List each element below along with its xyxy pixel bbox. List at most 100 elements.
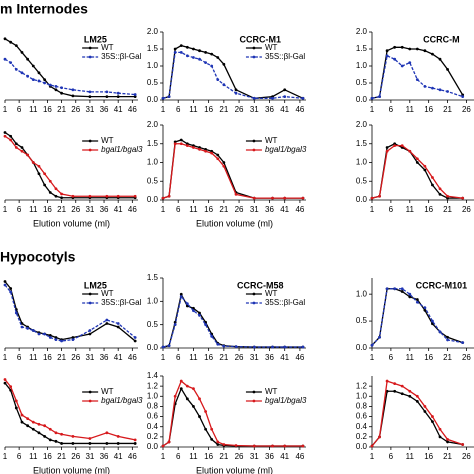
y-tick-label: 0.5	[147, 320, 159, 329]
data-point	[438, 88, 442, 92]
data-point	[415, 399, 419, 403]
legend-marker	[252, 148, 256, 152]
data-point	[167, 95, 171, 98]
data-point	[60, 339, 63, 343]
data-point	[234, 192, 238, 196]
data-point	[234, 88, 238, 92]
data-point	[446, 437, 449, 441]
data-point	[216, 440, 220, 444]
data-point	[204, 323, 207, 327]
series-line	[371, 288, 463, 346]
x-tick-label: 41	[114, 353, 123, 362]
y-tick-label: 0.8	[356, 402, 368, 411]
data-point	[301, 444, 305, 448]
y-tick-label: 1.5	[147, 273, 159, 282]
data-point	[431, 319, 434, 323]
data-point	[26, 74, 30, 78]
data-point	[408, 295, 412, 299]
x-tick-label: 36	[100, 452, 109, 461]
data-point	[60, 91, 63, 95]
data-point	[423, 410, 427, 413]
legend-label: WT	[265, 136, 278, 145]
x-tick-label: 16	[424, 105, 433, 114]
y-tick-label: 1.0	[356, 289, 368, 298]
data-point	[133, 339, 137, 343]
x-tick-label: 31	[250, 353, 259, 362]
x-tick-label: 26	[235, 452, 244, 461]
data-point	[400, 384, 404, 388]
x-tick-label: 21	[443, 205, 452, 214]
x-tick-label: 21	[57, 105, 66, 114]
series-line	[4, 284, 136, 342]
y-tick-label: 0.0	[147, 95, 159, 104]
data-point	[54, 85, 58, 88]
data-point	[26, 153, 30, 157]
data-point	[14, 406, 18, 410]
data-point	[14, 311, 18, 315]
data-point	[20, 413, 24, 417]
panel-title: CCRC-M	[423, 34, 460, 44]
x-tick-label: 16	[43, 205, 52, 214]
data-point	[210, 334, 214, 338]
data-point	[271, 444, 274, 448]
x-tick-label: 1	[370, 205, 375, 214]
data-point	[3, 134, 7, 138]
data-point	[415, 300, 419, 304]
x-tick-label: 11	[406, 205, 415, 214]
data-point	[385, 49, 389, 53]
data-point	[26, 424, 30, 428]
data-point	[222, 161, 226, 164]
section-title: m Internodes	[0, 1, 88, 17]
data-point	[20, 51, 24, 54]
data-point	[192, 47, 195, 51]
data-point	[161, 196, 165, 200]
y-tick-label: 0.0	[356, 95, 368, 104]
data-point	[198, 147, 201, 151]
x-tick-label: 6	[17, 105, 22, 114]
x-tick-label: 21	[443, 105, 452, 114]
data-point	[116, 95, 120, 98]
y-tick-label: 1.2	[147, 381, 159, 390]
x-tick-label: 46	[295, 353, 304, 362]
data-point	[378, 194, 381, 198]
data-point	[385, 379, 389, 383]
x-tick-label: 11	[29, 205, 38, 214]
data-point	[167, 344, 171, 348]
data-point	[385, 287, 389, 291]
legend-label: WT	[101, 387, 114, 396]
x-axis-label: Elution volume (ml)	[196, 218, 273, 228]
data-point	[31, 78, 35, 81]
data-point	[54, 338, 58, 341]
data-point	[54, 336, 58, 339]
data-point	[461, 95, 465, 98]
data-point	[60, 86, 63, 90]
y-tick-label: 0.5	[356, 176, 368, 185]
x-tick-label: 6	[176, 205, 181, 214]
data-point	[222, 83, 226, 87]
y-tick-label: 0.6	[356, 412, 368, 421]
data-point	[216, 78, 220, 81]
x-tick-label: 16	[204, 105, 213, 114]
data-point	[423, 49, 427, 53]
x-tick-label: 36	[100, 205, 109, 214]
x-tick-label: 21	[219, 105, 228, 114]
data-point	[185, 397, 189, 401]
series-line	[4, 135, 136, 197]
data-point	[116, 442, 120, 445]
x-tick-label: 6	[389, 353, 394, 362]
data-point	[431, 86, 434, 90]
x-tick-label: 11	[406, 353, 415, 362]
data-point	[198, 415, 201, 418]
x-tick-label: 26	[462, 353, 471, 362]
series-line	[371, 46, 464, 99]
data-point	[105, 90, 109, 94]
data-point	[161, 345, 165, 349]
data-point	[393, 287, 397, 291]
data-point	[408, 292, 412, 296]
data-point	[37, 431, 41, 435]
data-point	[283, 345, 287, 349]
legend-label: 35S::βl-Gal	[265, 52, 305, 61]
data-point	[3, 37, 7, 41]
legend-marker	[252, 46, 256, 50]
